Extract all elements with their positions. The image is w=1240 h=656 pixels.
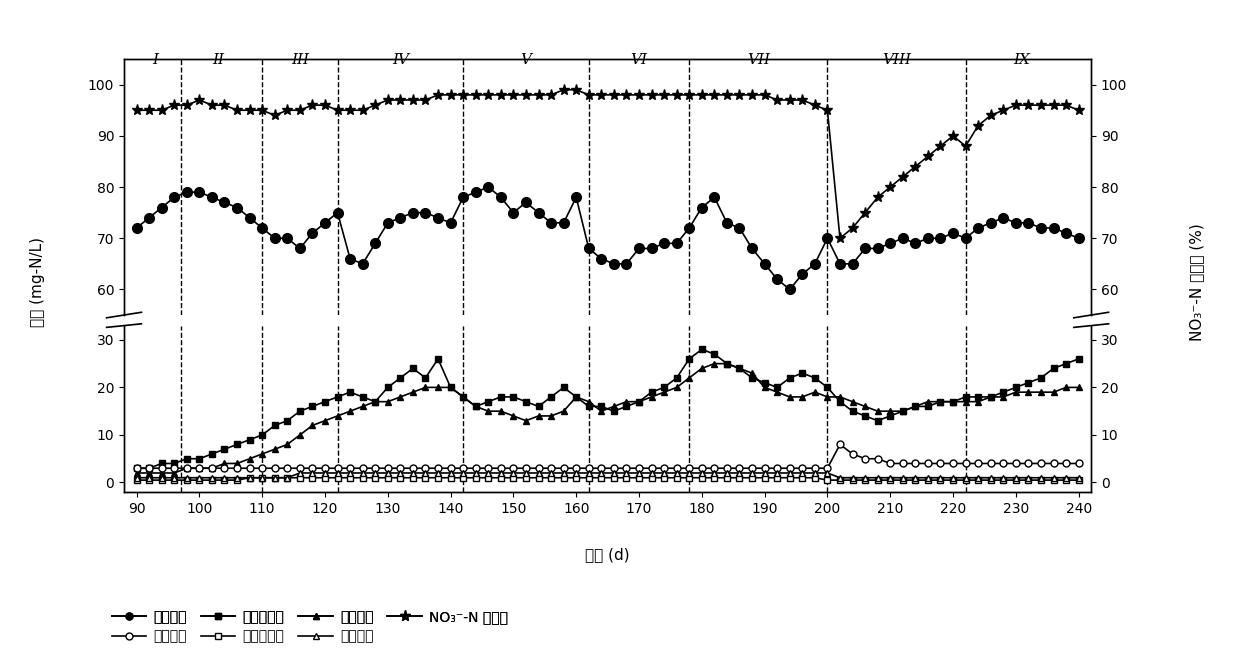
- Text: IV: IV: [392, 52, 409, 67]
- Text: 浓度 (mg-N/L): 浓度 (mg-N/L): [30, 237, 45, 327]
- Text: IX: IX: [1013, 52, 1030, 67]
- Legend: 出水硝氮, 出水亚硝氮, 出水氨氮: 出水硝氮, 出水亚硝氮, 出水氨氮: [107, 624, 379, 649]
- Text: V: V: [521, 52, 532, 67]
- Text: NO₃⁻-N 去除率 (%): NO₃⁻-N 去除率 (%): [1189, 223, 1204, 341]
- Text: II: II: [212, 52, 224, 67]
- Text: VIII: VIII: [882, 52, 911, 67]
- Text: 时间 (d): 时间 (d): [585, 547, 630, 562]
- Legend: 进水硝氮, 进水亚硝氮, 进水氨氮, NO₃⁻-N 去除率: 进水硝氮, 进水亚硝氮, 进水氨氮, NO₃⁻-N 去除率: [107, 604, 513, 629]
- Text: III: III: [291, 52, 309, 67]
- Text: VI: VI: [630, 52, 647, 67]
- Text: VII: VII: [746, 52, 770, 67]
- Text: I: I: [153, 52, 159, 67]
